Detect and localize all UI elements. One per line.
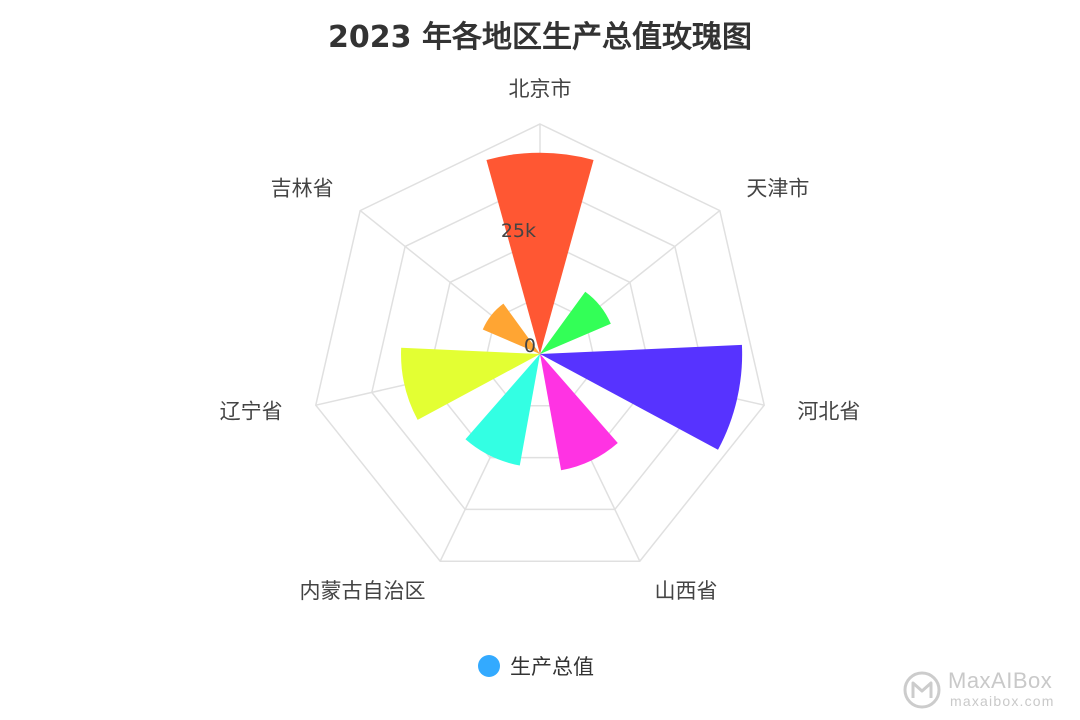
category-label: 天津市 bbox=[746, 176, 809, 200]
rose-sector[interactable] bbox=[401, 347, 540, 420]
radial-tick-label: 0 bbox=[524, 335, 536, 357]
rose-sector[interactable] bbox=[465, 354, 540, 466]
legend[interactable]: 生产总值 bbox=[478, 650, 594, 682]
grid-ring bbox=[314, 123, 766, 562]
rose-sectors bbox=[401, 152, 743, 471]
category-label: 内蒙古自治区 bbox=[299, 579, 425, 603]
category-label: 河北省 bbox=[797, 400, 860, 424]
watermark: MaxAIBox maxaibox.com bbox=[902, 666, 1072, 714]
grid-ring bbox=[427, 238, 653, 459]
category-label: 山西省 bbox=[655, 579, 718, 603]
rose-sector[interactable] bbox=[486, 152, 594, 354]
watermark-url: maxaibox.com bbox=[950, 693, 1055, 709]
maxaibox-logo-icon bbox=[903, 671, 941, 709]
category-label: 辽宁省 bbox=[220, 400, 283, 424]
grid-ring bbox=[371, 180, 709, 511]
radial-ticks: 0 25k bbox=[501, 220, 536, 357]
legend-label: 生产总值 bbox=[510, 655, 594, 679]
rose-sector[interactable] bbox=[482, 303, 540, 354]
category-label: 吉林省 bbox=[271, 176, 334, 200]
legend-marker bbox=[478, 655, 500, 677]
watermark-brand: MaxAIBox bbox=[948, 668, 1053, 693]
chart-title: 2023 年各地区生产总值玫瑰图 bbox=[328, 20, 752, 55]
rose-sector[interactable] bbox=[540, 291, 611, 354]
rose-sector[interactable] bbox=[540, 354, 618, 471]
radial-tick-label: 25k bbox=[501, 220, 536, 242]
category-label: 北京市 bbox=[509, 77, 572, 101]
rose-sector[interactable] bbox=[540, 344, 743, 450]
